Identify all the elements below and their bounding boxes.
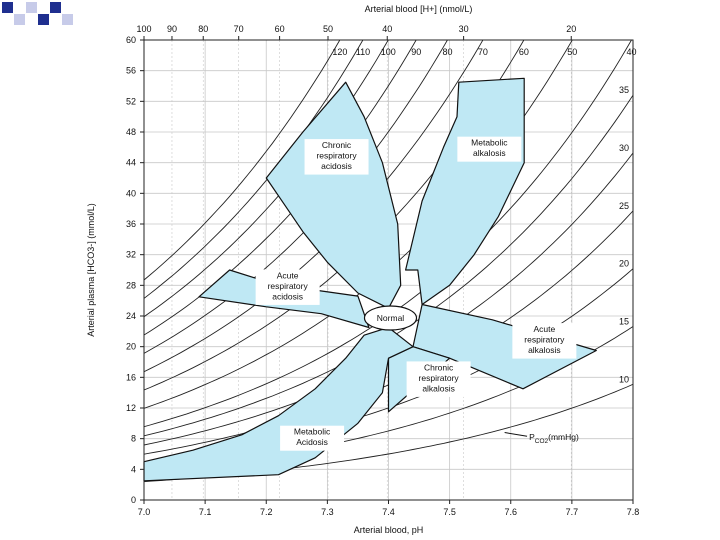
isobar-70 — [144, 40, 484, 373]
y-tick-label: 8 — [131, 434, 136, 444]
y-tick-label: 4 — [131, 464, 136, 474]
y-tick-label: 56 — [126, 66, 136, 76]
region-label-line: alkalosis — [528, 345, 561, 355]
isobar-label-110: 110 — [356, 47, 370, 57]
x-tick-label: 7.3 — [321, 507, 334, 517]
region-label-bg-2 — [255, 269, 320, 305]
axis-ticks: 7.0 7.1 7.2 7.3 7.4 7.5 7.6 7.7 7.80481216202428… — [126, 24, 639, 517]
isobar-120 — [144, 40, 341, 281]
region-label-line: acidosis — [272, 291, 303, 301]
slide-corner-decoration — [2, 2, 73, 25]
isobar-label-40: 40 — [626, 47, 636, 57]
normal-marker: Normal — [363, 305, 418, 331]
y-tick-label: 24 — [126, 311, 136, 321]
deco-square-6 — [62, 14, 73, 25]
region-label-bg-1 — [457, 136, 522, 162]
region-label-line: Metabolic — [471, 138, 508, 148]
normal-label: Normal — [377, 313, 405, 323]
x-tick-label: 7.1 — [199, 507, 212, 517]
region-label-line: alkalosis — [422, 383, 455, 393]
region-labels: ChronicrespiratoryacidosisMetabolicalkal… — [255, 136, 577, 451]
region-label-bg-0 — [304, 139, 369, 175]
x-tick-label: 7.5 — [443, 507, 456, 517]
isobar-label-100: 100 — [381, 47, 396, 57]
x-tick-label: 7.4 — [382, 507, 395, 517]
pco2-pointer-line — [504, 432, 528, 437]
y-tick-label: 32 — [126, 250, 136, 260]
region-label-line: Chronic — [424, 362, 454, 372]
region-label-line: respiratory — [419, 373, 460, 383]
region-label-bg-5 — [280, 425, 345, 451]
isobar-label-120: 120 — [332, 47, 347, 57]
y-tick-label: 16 — [126, 372, 136, 382]
isobar-label-35: 35 — [619, 85, 629, 95]
x-tick-label: 7.8 — [627, 507, 640, 517]
x-tick-label: 7.6 — [504, 507, 517, 517]
y-tick-label: 48 — [126, 127, 136, 137]
top-tick-label: 80 — [198, 24, 208, 34]
deco-square-1 — [2, 2, 13, 13]
isobar-label-20: 20 — [619, 259, 629, 269]
top-tick-label: 60 — [275, 24, 285, 34]
y-tick-label: 28 — [126, 280, 136, 290]
pco2-pointer-label: PCO2(mmHg) — [529, 432, 579, 445]
region-label-line: respiratory — [268, 281, 309, 291]
y-axis-title: Arterial plasma [HCO3-] (mmol/L) — [86, 203, 96, 337]
region-label-line: acidosis — [321, 161, 352, 171]
deco-square-5 — [50, 2, 61, 13]
y-tick-label: 0 — [131, 495, 136, 505]
x-tick-label: 7.2 — [260, 507, 273, 517]
deco-square-4 — [38, 14, 49, 25]
region-label-line: respiratory — [316, 151, 357, 161]
isobar-110 — [144, 40, 364, 299]
isobar-label-15: 15 — [619, 317, 629, 327]
isobar-label-10: 10 — [619, 374, 629, 384]
pco2-legend-pointer: PCO2(mmHg) — [504, 432, 579, 445]
region-label-line: Acidosis — [296, 437, 328, 447]
region-label-bg-4 — [406, 361, 471, 397]
region-label-line: alkalosis — [473, 148, 506, 158]
top-tick-label: 20 — [566, 24, 576, 34]
region-label-line: Chronic — [322, 140, 352, 150]
y-tick-label: 52 — [126, 96, 136, 106]
deco-square-3 — [26, 2, 37, 13]
region-metabolic-alkalosis — [405, 77, 525, 306]
isobar-80 — [144, 40, 448, 354]
region-label-line: Acute — [533, 324, 555, 334]
y-tick-label: 36 — [126, 219, 136, 229]
region-chronic-respiratory-acidosis — [265, 81, 402, 309]
top-tick-label: 40 — [382, 24, 392, 34]
isobar-90 — [144, 40, 417, 336]
isobar-label-70: 70 — [478, 47, 488, 57]
top-tick-label: 50 — [323, 24, 333, 34]
x-tick-label: 7.7 — [566, 507, 579, 517]
isobar-100 — [144, 40, 389, 318]
isobar-label-30: 30 — [619, 143, 629, 153]
region-label-bg-3 — [512, 323, 577, 359]
top-tick-label: 30 — [459, 24, 469, 34]
top-axis-title: Arterial blood [H+] (nmol/L) — [365, 4, 473, 14]
top-tick-label: 70 — [234, 24, 244, 34]
x-tick-label: 7.0 — [138, 507, 151, 517]
deco-square-2 — [14, 14, 25, 25]
y-tick-label: 60 — [126, 35, 136, 45]
top-tick-label: 90 — [167, 24, 177, 34]
y-tick-label: 44 — [126, 158, 136, 168]
region-label-line: respiratory — [524, 335, 565, 345]
isobar-label-60: 60 — [519, 47, 529, 57]
isobar-label-25: 25 — [619, 201, 629, 211]
isobar-label-50: 50 — [567, 47, 577, 57]
region-label-line: Metabolic — [294, 427, 331, 437]
compensation-regions — [143, 77, 597, 482]
region-label-line: Acute — [277, 270, 299, 280]
y-tick-label: 12 — [126, 403, 136, 413]
normal-ellipse — [363, 305, 418, 331]
top-tick-label: 100 — [136, 24, 151, 34]
isobar-label-80: 80 — [442, 47, 452, 57]
y-tick-label: 20 — [126, 342, 136, 352]
isobar-label-90: 90 — [411, 47, 421, 57]
x-axis-title: Arterial blood, pH — [354, 525, 424, 535]
y-tick-label: 40 — [126, 188, 136, 198]
